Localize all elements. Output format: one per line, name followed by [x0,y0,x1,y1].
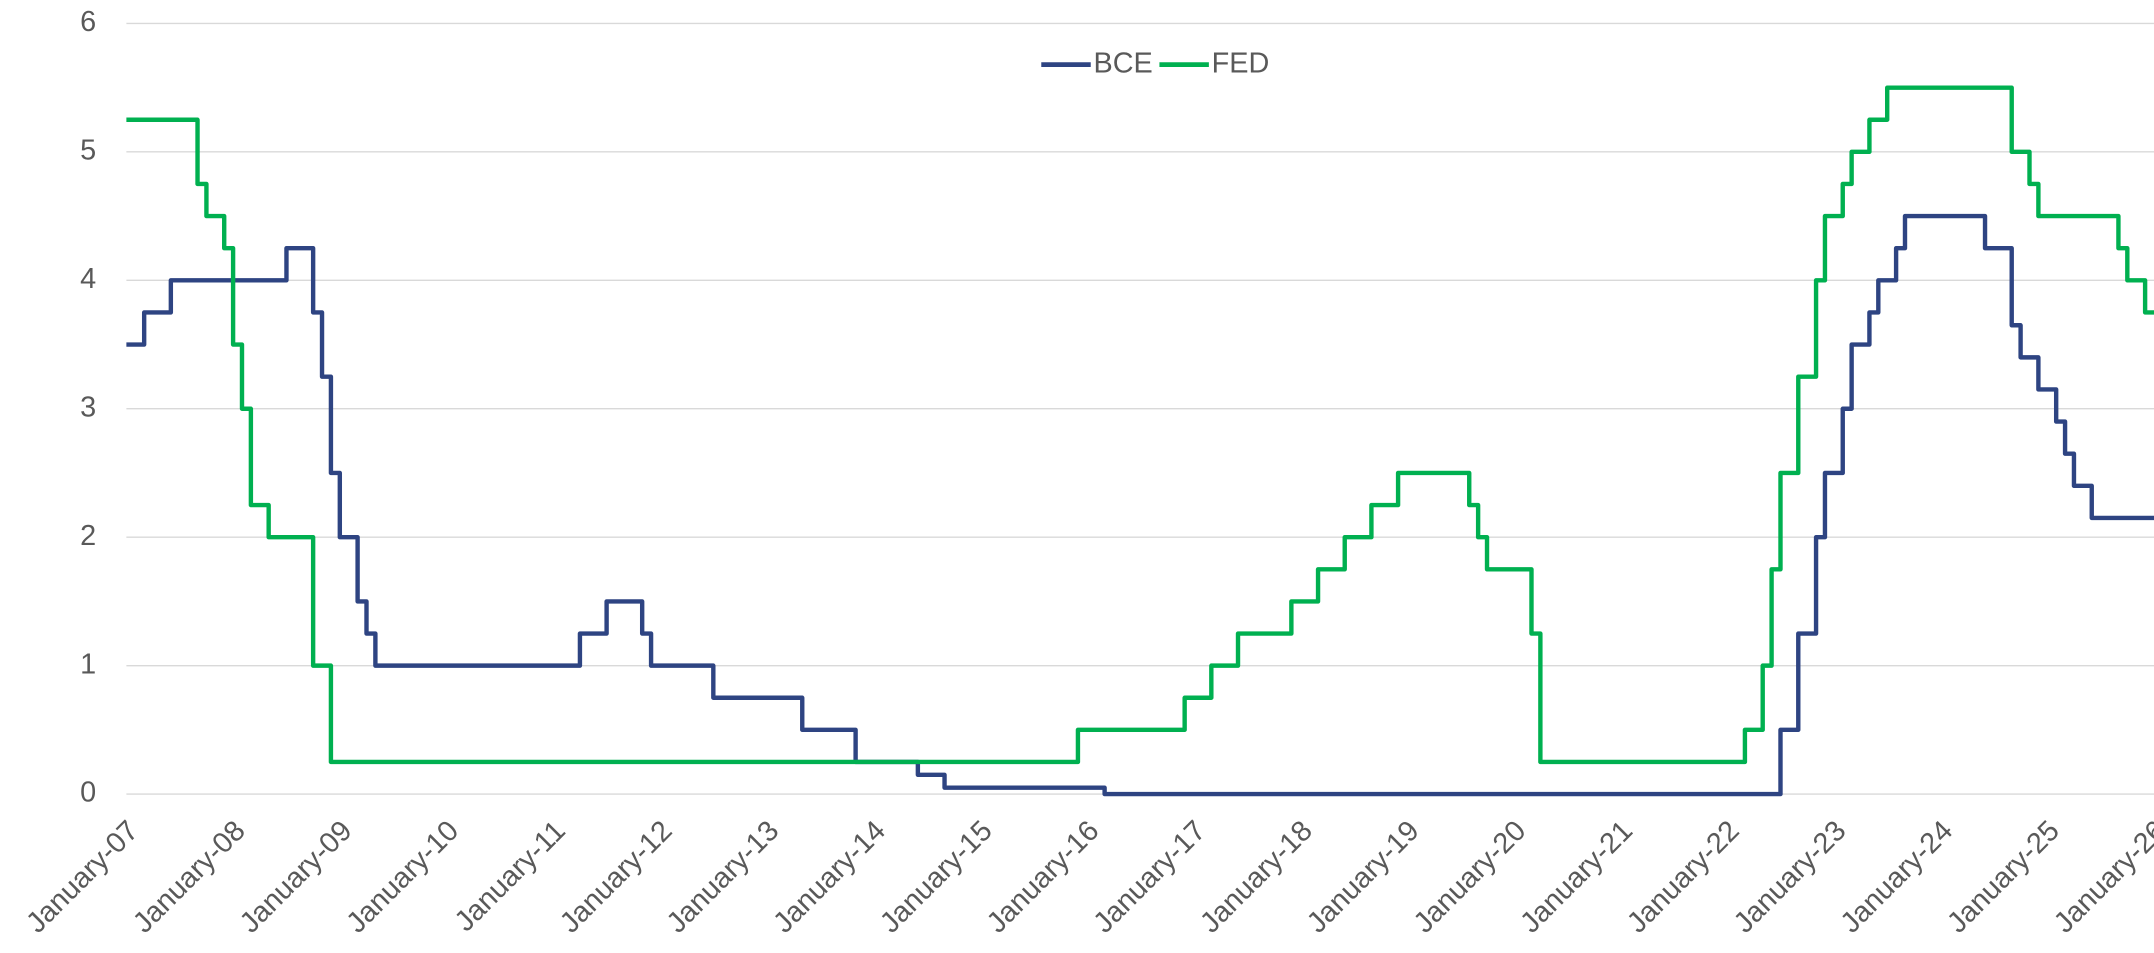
y-tick-label: 1 [80,648,96,680]
line-series [126,85,2154,765]
x-tick-label: January-25 [1941,815,2066,940]
x-tick-label: January-19 [1301,815,1426,940]
x-tick-label: January-20 [1408,815,1533,940]
x-tick-label: January-16 [981,815,1106,940]
y-tick-label: 4 [80,263,96,295]
legend-label: BCE [1093,47,1152,79]
x-tick-label: January-17 [1088,815,1213,940]
x-tick-label: January-26 [2048,815,2154,940]
y-tick-label: 2 [80,520,96,552]
y-tick-label: 0 [80,777,96,809]
legend-label: FED [1212,47,1270,79]
x-tick-label: January-09 [234,815,359,940]
x-tick-label: January-11 [449,815,572,938]
x-tick-label: January-18 [1194,815,1319,940]
line-series [126,213,2154,797]
x-tick-label: January-13 [661,815,786,940]
x-tick-label: January-10 [341,815,466,940]
y-tick-label: 3 [80,391,96,423]
x-tick-label: January-22 [1621,815,1746,940]
x-tick-label: January-14 [767,815,892,940]
x-tick-label: January-23 [1728,815,1853,940]
y-tick-label: 6 [80,6,96,38]
x-tick-label: January-24 [1835,815,1960,940]
x-tick-label: January-12 [554,815,679,940]
y-tick-label: 5 [80,134,96,166]
x-tick-label: January-08 [127,815,252,940]
x-tick-label: January-07 [20,815,145,940]
x-tick-label: January-21 [1514,815,1639,940]
x-tick-label: January-15 [874,815,999,940]
